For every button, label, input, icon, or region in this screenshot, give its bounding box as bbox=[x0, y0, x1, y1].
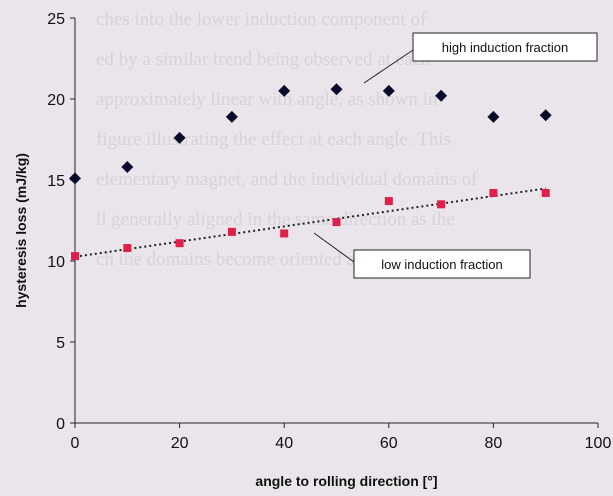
x-tick-label: 40 bbox=[275, 435, 293, 452]
data-point-low-induction bbox=[437, 200, 446, 209]
x-axis-title: angle to rolling direction [°] bbox=[255, 473, 437, 489]
background-text-line: elementary magnet, and the individual do… bbox=[96, 169, 478, 190]
data-point-low-induction bbox=[489, 188, 498, 197]
trendline-layer bbox=[74, 187, 546, 258]
data-point-high-induction bbox=[382, 84, 395, 97]
background-text-line: ches into the lower induction component … bbox=[96, 9, 427, 30]
chart-axes bbox=[70, 17, 599, 428]
data-point-high-induction bbox=[173, 131, 186, 144]
annotation-leader bbox=[313, 232, 355, 263]
background-text-line: approximately linear with angle, as show… bbox=[96, 89, 438, 110]
data-point-high-induction bbox=[278, 84, 291, 97]
background-text-line: ed by a similar trend being observed at … bbox=[96, 49, 431, 70]
data-point-low-induction bbox=[280, 229, 289, 238]
y-tick-label: 10 bbox=[47, 254, 65, 271]
data-point-high-induction bbox=[435, 89, 448, 102]
y-tick-label: 20 bbox=[47, 92, 65, 109]
background-text-line: figure illustrating the effect at each a… bbox=[96, 129, 451, 150]
data-point-high-induction bbox=[225, 110, 238, 123]
y-tick-label: 5 bbox=[56, 335, 65, 352]
data-point-low-induction bbox=[541, 188, 550, 197]
tick-labels: 0 5 10 15 20 25 0 20 40 60 80 100 bbox=[47, 11, 611, 452]
trendline bbox=[74, 187, 546, 258]
y-tick-label: 15 bbox=[47, 173, 65, 190]
data-point-low-induction bbox=[175, 239, 184, 248]
data-points bbox=[69, 83, 552, 261]
data-point-high-induction bbox=[487, 110, 500, 123]
background-text-line: ll generally aligned in the same directi… bbox=[96, 209, 455, 230]
annotation-box bbox=[412, 32, 598, 62]
annotation-label: high induction fraction bbox=[442, 40, 568, 55]
data-point-low-induction bbox=[227, 227, 236, 236]
y-axis-title: hysteresis loss (mJ/kg) bbox=[13, 153, 29, 308]
annotations: high induction fraction low induction fra… bbox=[313, 32, 598, 279]
x-tick-label: 100 bbox=[585, 435, 612, 452]
y-tick-label: 0 bbox=[56, 416, 65, 433]
x-tick-label: 60 bbox=[380, 435, 398, 452]
data-point-low-induction bbox=[332, 218, 341, 227]
data-point-high-induction bbox=[330, 83, 343, 96]
x-tick-label: 20 bbox=[171, 435, 189, 452]
data-point-low-induction bbox=[123, 244, 132, 253]
data-point-high-induction bbox=[121, 161, 134, 174]
annotation-box bbox=[353, 249, 531, 279]
annotation-leader bbox=[363, 49, 414, 84]
data-point-low-induction bbox=[71, 252, 79, 261]
annotation-label: low induction fraction bbox=[381, 257, 502, 272]
data-point-high-induction bbox=[69, 172, 81, 185]
x-tick-label: 80 bbox=[485, 435, 503, 452]
data-point-high-induction bbox=[539, 109, 552, 122]
x-tick-label: 0 bbox=[71, 435, 80, 452]
data-point-low-induction bbox=[384, 197, 393, 206]
y-tick-label: 25 bbox=[47, 11, 65, 28]
